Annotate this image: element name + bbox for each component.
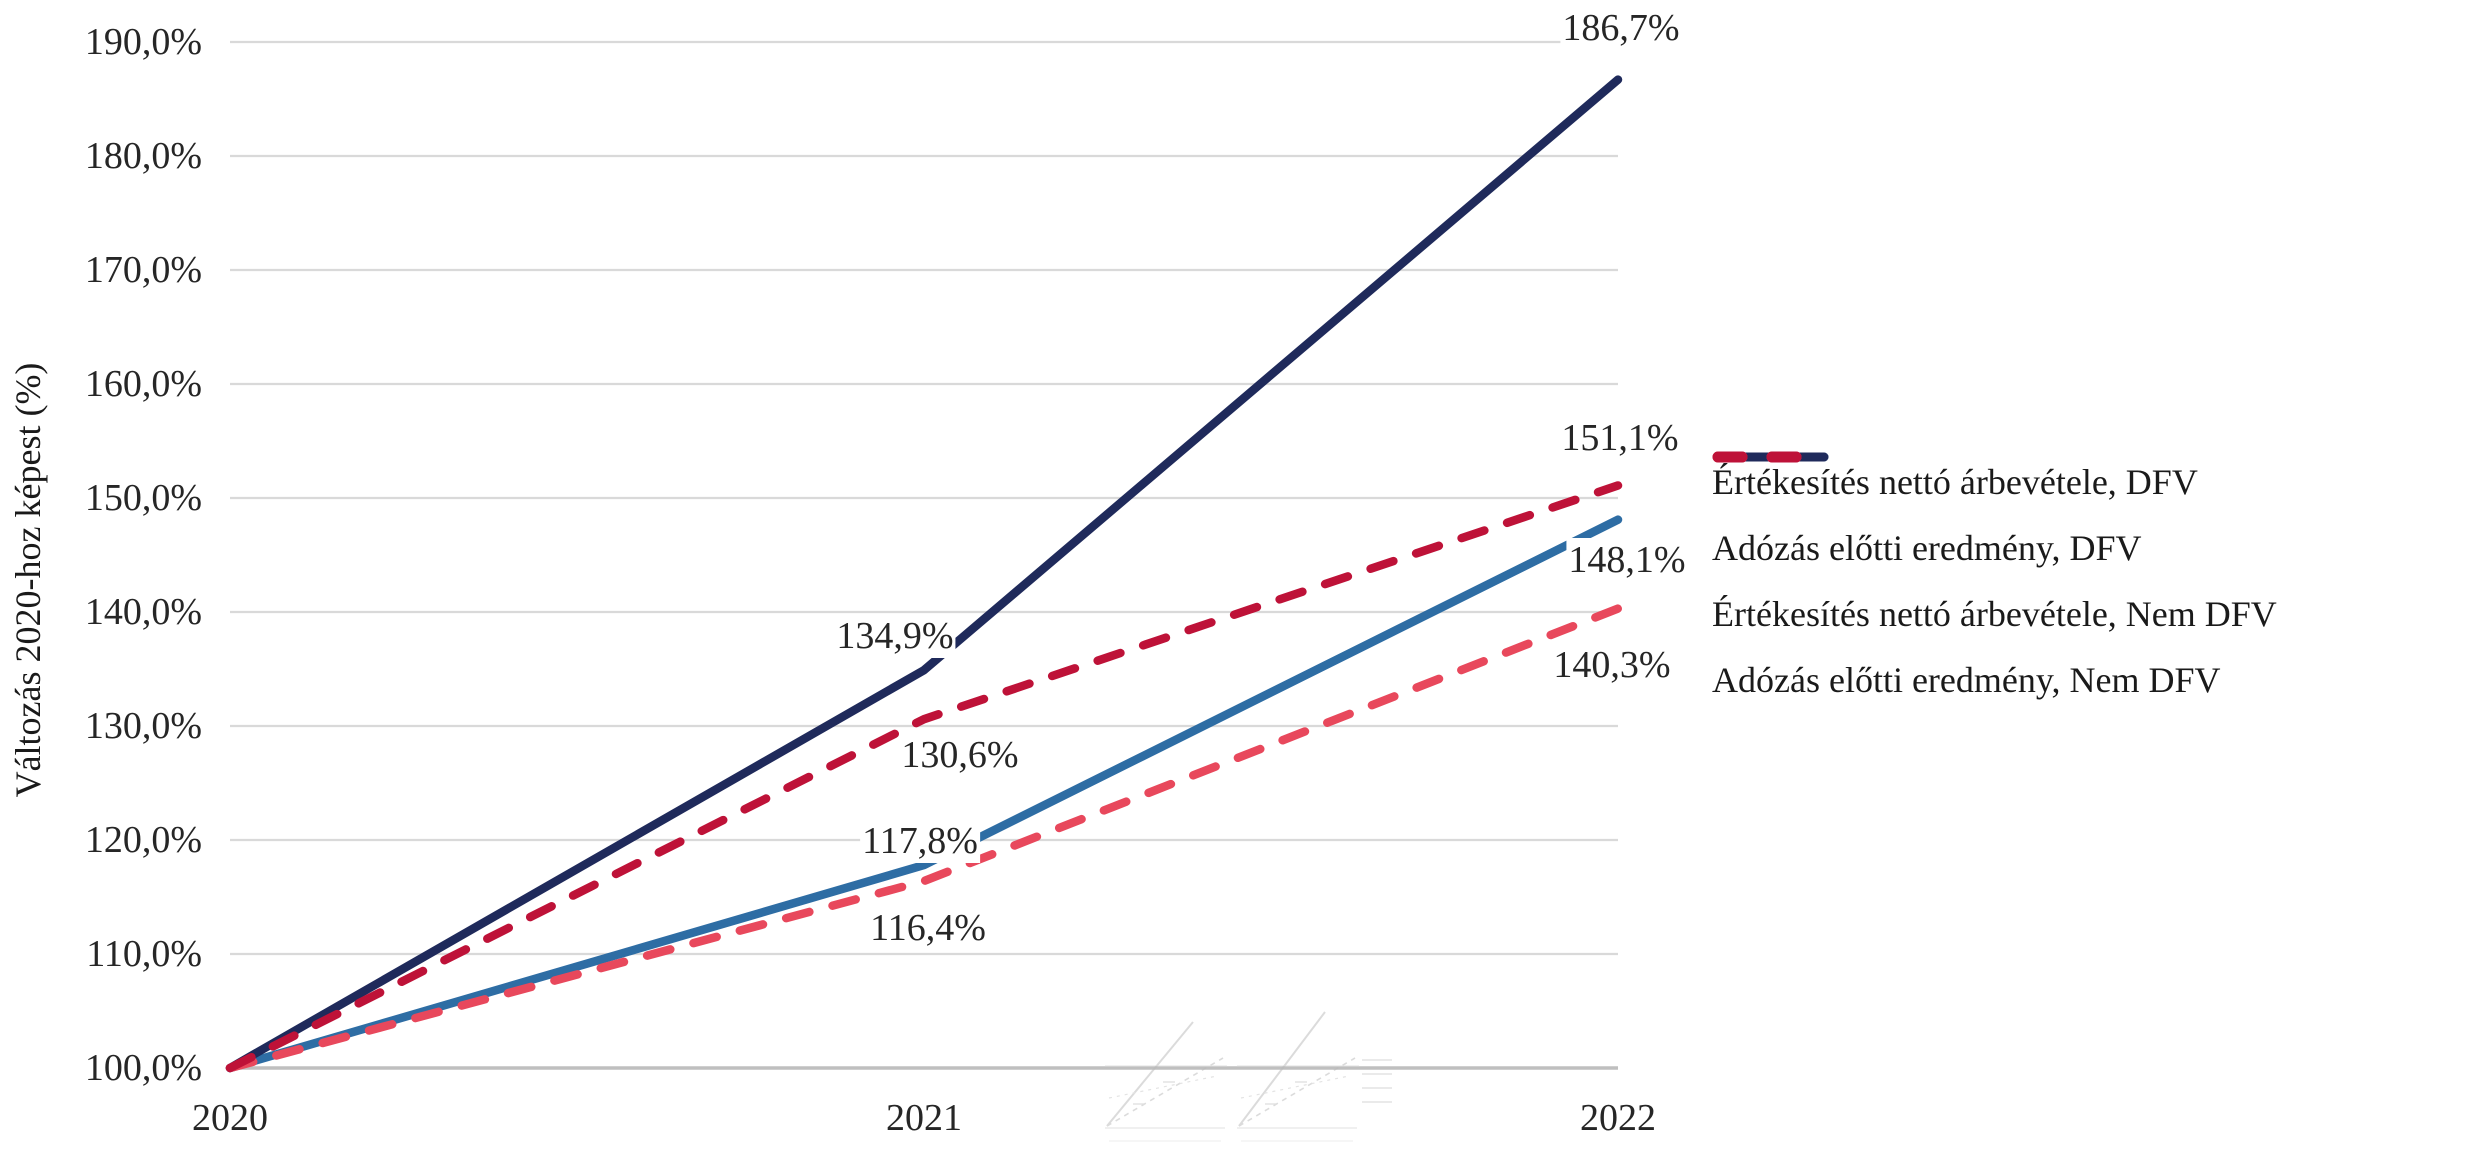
legend: Értékesítés nettó árbevétele, DFV Adózás …: [1712, 449, 2277, 713]
legend-item: Adózás előtti eredmény, DFV: [1712, 452, 2277, 581]
y-tick-label: 170,0%: [84, 249, 202, 291]
watermark-stroke: [1108, 1075, 1218, 1099]
series-line-3: [225, 481, 1623, 1073]
y-tick-label: 180,0%: [84, 135, 202, 177]
series-line-1: [225, 75, 1623, 1073]
data-label: 186,7%: [1560, 5, 1682, 50]
data-label: 151,1%: [1559, 416, 1681, 461]
x-tick-label: 2022: [1580, 1097, 1656, 1139]
watermark-stroke: [1106, 1057, 1224, 1127]
watermark-stroke: [1238, 1011, 1326, 1127]
legend-label: Értékesítés nettó árbevétele, Nem DFV: [1712, 594, 2277, 634]
watermark-sketch: [1237, 1011, 1359, 1142]
data-label: 134,9%: [834, 614, 956, 659]
data-label: 148,1%: [1566, 537, 1688, 582]
y-tick-label: 150,0%: [84, 477, 202, 519]
y-tick-label: 130,0%: [84, 705, 202, 747]
series-line-0: [225, 515, 1623, 1073]
watermark-stroke: [1238, 1057, 1356, 1127]
y-tick-label: 140,0%: [84, 591, 202, 633]
legend-item: Adózás előtti eredmény, Nem DFV: [1712, 451, 2277, 713]
y-tick-label: 160,0%: [84, 363, 202, 405]
legend-swatch-dashed-line-icon: [1712, 451, 1810, 463]
watermark-stroke: [1240, 1075, 1350, 1099]
watermark-sketch: [1105, 1021, 1227, 1142]
x-tick-label: 2021: [886, 1097, 962, 1139]
y-tick-label: 110,0%: [86, 933, 202, 975]
watermark-stroke: [1106, 1021, 1194, 1127]
legend-label: Értékesítés nettó árbevétele, DFV: [1712, 462, 2198, 502]
legend-label: Adózás előtti eredmény, Nem DFV: [1712, 660, 2221, 700]
data-label: 130,6%: [899, 733, 1021, 778]
legend-item: Értékesítés nettó árbevétele, Nem DFV: [1712, 451, 2277, 647]
data-label: 117,8%: [860, 819, 980, 864]
y-tick-label: 100,0%: [84, 1047, 202, 1089]
data-label: 140,3%: [1551, 642, 1673, 687]
legend-label: Adózás előtti eredmény, DFV: [1712, 528, 2142, 568]
y-tick-label: 190,0%: [84, 21, 202, 63]
data-label: 116,4%: [868, 906, 988, 951]
x-tick-label: 2020: [192, 1097, 268, 1139]
y-tick-label: 120,0%: [84, 819, 202, 861]
series-line-2: [225, 604, 1623, 1073]
